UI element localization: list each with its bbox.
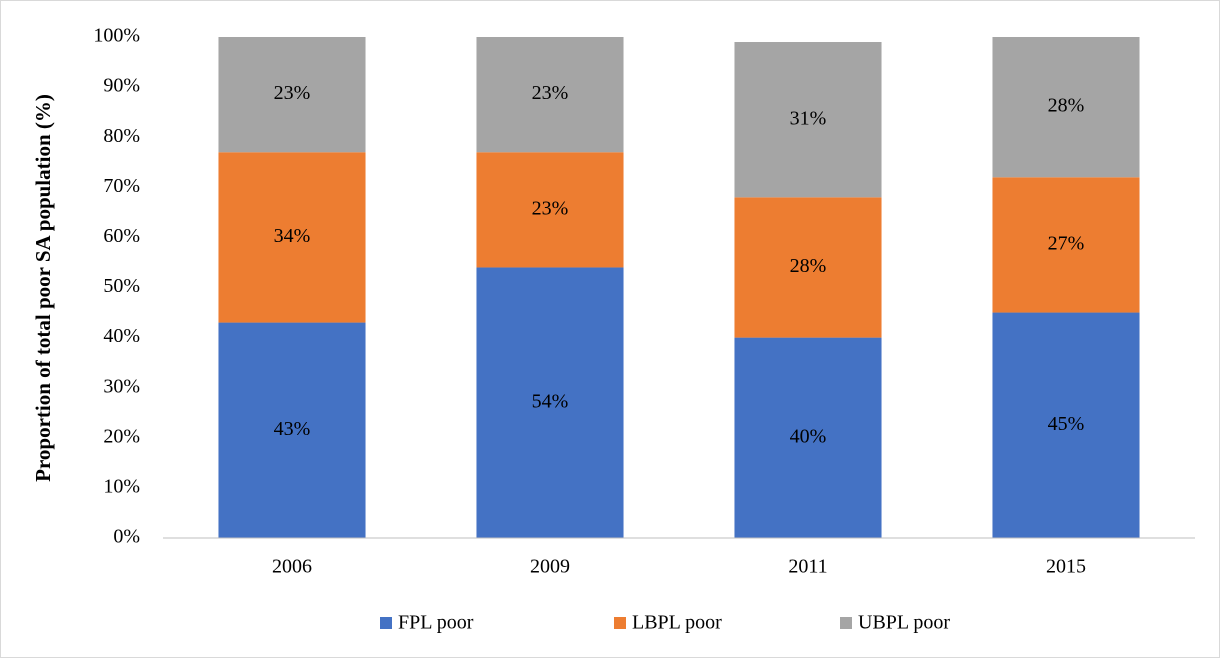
data-label: 40% — [790, 425, 827, 447]
bar-segment — [218, 322, 366, 538]
y-tick-label: 40% — [103, 325, 140, 347]
x-tick-label: 2011 — [788, 556, 827, 578]
y-tick-label: 80% — [103, 125, 140, 147]
y-tick-label: 70% — [103, 175, 140, 197]
x-tick-label: 2006 — [272, 556, 312, 578]
bar-segment — [734, 42, 882, 198]
bar-segment — [734, 197, 882, 338]
legend-label: FPL poor — [398, 612, 474, 634]
bar-segment — [476, 267, 624, 538]
data-label: 34% — [274, 225, 311, 247]
data-label: 28% — [790, 255, 827, 277]
data-label: 23% — [532, 197, 569, 219]
bar-segment — [476, 37, 624, 153]
y-tick-label: 50% — [103, 275, 140, 297]
x-tick-label: 2009 — [530, 556, 570, 578]
data-label: 31% — [790, 107, 827, 129]
y-tick-label: 60% — [103, 225, 140, 247]
bar-segment — [992, 177, 1140, 313]
bar-segment — [218, 37, 366, 153]
data-label: 23% — [274, 82, 311, 104]
bar-segment — [992, 312, 1140, 538]
data-label: 54% — [532, 390, 569, 412]
x-tick-label: 2015 — [1046, 556, 1086, 578]
legend-swatch — [840, 617, 852, 629]
y-tick-label: 100% — [93, 25, 140, 47]
y-tick-label: 20% — [103, 425, 140, 447]
data-label: 23% — [532, 82, 569, 104]
legend-swatch — [380, 617, 392, 629]
data-label: 28% — [1048, 95, 1085, 117]
y-tick-label: 10% — [103, 475, 140, 497]
data-label: 43% — [274, 418, 311, 440]
y-tick-label: 30% — [103, 375, 140, 397]
bar-segment — [218, 152, 366, 323]
y-tick-label: 90% — [103, 75, 140, 97]
bar-segment — [992, 37, 1140, 178]
legend-swatch — [614, 617, 626, 629]
bar-segment — [734, 337, 882, 538]
y-tick-label: 0% — [113, 526, 140, 548]
legend-label: LBPL poor — [632, 612, 722, 634]
legend-label: UBPL poor — [858, 612, 950, 634]
y-axis-title: Proportion of total poor SA population (… — [31, 94, 55, 482]
data-label: 45% — [1048, 413, 1085, 435]
data-label: 27% — [1048, 233, 1085, 255]
bar-segment — [476, 152, 624, 268]
